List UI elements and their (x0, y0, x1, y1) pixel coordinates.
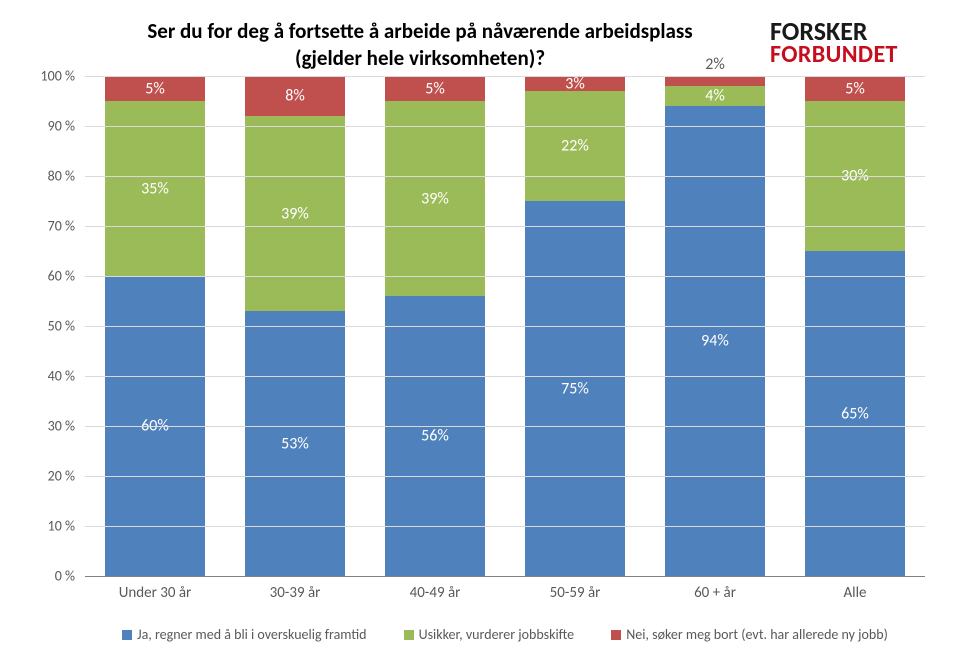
bar-segment-label: 94% (701, 332, 729, 351)
y-tick-label: 10 % (48, 518, 75, 535)
bar-segment-label: 22% (561, 137, 589, 156)
bar-segment: 5% (385, 76, 486, 101)
bar-segment: 39% (385, 101, 486, 296)
x-axis-line (85, 576, 925, 577)
legend-label: Nei, søker meg bort (evt. har allerede n… (626, 626, 888, 643)
gridline (85, 176, 925, 177)
x-tick-label: Alle (785, 584, 925, 602)
title-line-1: Ser du for deg å fortsette å arbeide på … (120, 18, 720, 45)
bar-segment-label: 53% (281, 434, 309, 453)
bar-segment-label: 5% (425, 79, 445, 98)
bar-segment: 65% (805, 251, 906, 576)
plot-area: 5%35%60%8%39%53%5%39%56%3%22%75%2%4%94%5… (85, 76, 925, 576)
logo: FORSKER FORBUNDET (770, 20, 930, 67)
gridline (85, 76, 925, 77)
y-tick-label: 30 % (48, 418, 75, 435)
y-tick-label: 40 % (48, 368, 75, 385)
y-tick-label: 60 % (48, 268, 75, 285)
gridline (85, 476, 925, 477)
x-tick-label: 40-49 år (365, 584, 505, 602)
legend-label: Ja, regner med å bli i overskuelig framt… (137, 626, 366, 643)
bar-segment: 53% (245, 311, 346, 576)
legend: Ja, regner med å bli i overskuelig framt… (85, 626, 925, 643)
x-tick-label: 50-59 år (505, 584, 645, 602)
gridline (85, 276, 925, 277)
legend-swatch (404, 630, 414, 640)
bar-segment-label: 75% (561, 379, 589, 398)
legend-swatch (122, 630, 132, 640)
legend-item: Ja, regner med å bli i overskuelig framt… (122, 626, 366, 643)
legend-label: Usikker, vurderer jobbskifte (419, 626, 575, 643)
bar-segment: 56% (385, 296, 486, 576)
chart-title: Ser du for deg å fortsette å arbeide på … (120, 18, 720, 73)
legend-item: Nei, søker meg bort (evt. har allerede n… (611, 626, 888, 643)
bar-segment: 8% (245, 76, 346, 116)
bar-segment-label: 39% (421, 189, 449, 208)
title-line-2: (gjelder hele virksomheten)? (120, 45, 720, 72)
bar-segment-label: 65% (841, 404, 869, 423)
y-tick-label: 20 % (48, 468, 75, 485)
x-tick-label: 30-39 år (225, 584, 365, 602)
bar-segment-label: 39% (281, 204, 309, 223)
bar-segment-label: 8% (285, 87, 305, 106)
bar-segment-label: 5% (845, 79, 865, 98)
bar-segment: 35% (105, 101, 206, 276)
x-tick-label: 60 + år (645, 584, 785, 602)
chart-container: { "title": { "line1": "Ser du for deg å … (0, 0, 960, 663)
legend-swatch (611, 630, 621, 640)
y-tick-label: 50 % (48, 318, 75, 335)
gridline (85, 376, 925, 377)
y-tick-label: 80 % (48, 168, 75, 185)
gridline (85, 526, 925, 527)
bar-segment: 2% (665, 76, 766, 86)
legend-item: Usikker, vurderer jobbskifte (404, 626, 575, 643)
logo-line-2: FORBUNDET (770, 43, 930, 67)
bar-segment-label: 4% (705, 87, 725, 106)
bar-segment: 3% (525, 76, 626, 91)
x-tick-label: Under 30 år (85, 584, 225, 602)
gridline (85, 426, 925, 427)
gridline (85, 326, 925, 327)
bar-segment: 22% (525, 91, 626, 201)
y-tick-label: 70 % (48, 218, 75, 235)
y-tick-label: 100 % (41, 68, 75, 85)
gridline (85, 126, 925, 127)
x-axis-labels: Under 30 år30-39 år40-49 år50-59 år60 + … (85, 584, 925, 602)
bar-segment: 4% (665, 86, 766, 106)
y-tick-label: 90 % (48, 118, 75, 135)
bar-segment-label: 2% (705, 55, 725, 74)
y-tick-label: 0 % (55, 568, 75, 585)
bar-segment: 5% (805, 76, 906, 101)
gridline (85, 226, 925, 227)
bar-segment-label: 56% (421, 427, 449, 446)
bar-segment-label: 5% (145, 79, 165, 98)
bar-segment: 75% (525, 201, 626, 576)
bar-segment-label: 35% (141, 179, 169, 198)
bar-segment: 39% (245, 116, 346, 311)
bar-segment: 5% (105, 76, 206, 101)
